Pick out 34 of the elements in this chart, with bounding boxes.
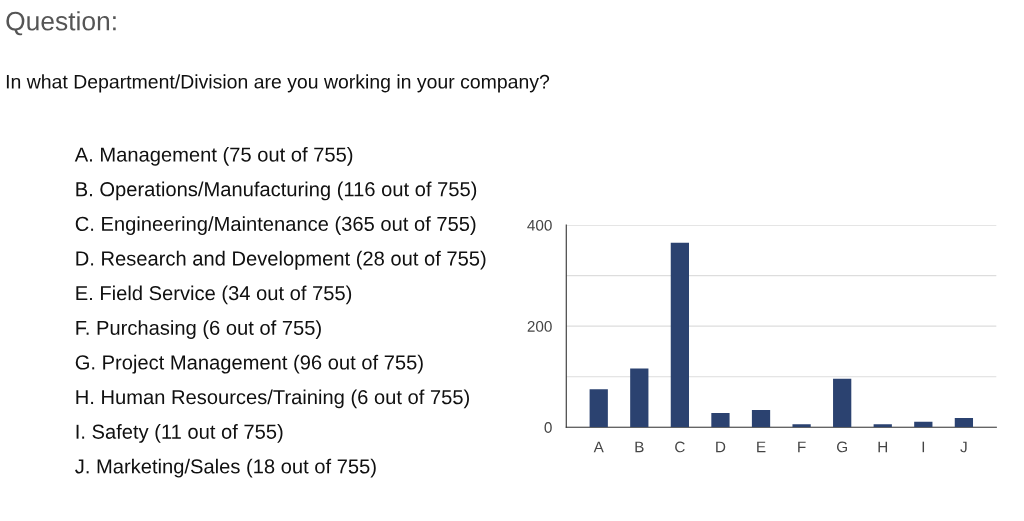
x-tick-label: E — [757, 441, 766, 453]
text: In what Department/Division are you working in your company? — [6, 74, 550, 93]
text: G. Project Management (96 out of 755) — [75, 354, 423, 374]
text: E. Field Service (34 out of 755) — [76, 285, 352, 305]
text: F. Purchasing (6 out of 755) — [76, 320, 321, 339]
bar — [711, 413, 730, 428]
bar — [833, 378, 852, 428]
x-tick-label: F — [798, 441, 806, 453]
text: J. Marketing/Sales (18 out of 755) — [75, 458, 376, 478]
text: C. Engineering/Maintenance (365 out of 755) — [75, 216, 476, 235]
x-tick-label: B — [635, 441, 644, 453]
bar — [589, 389, 608, 428]
text: B. Operations/Manufacturing (116 out of 755) — [76, 181, 477, 201]
bar — [630, 368, 649, 428]
x-tick-label: A — [593, 441, 604, 453]
text: D. Research and Development (28 out of 755) — [76, 250, 486, 270]
x-tick-label: J — [960, 441, 967, 453]
y-tick-label: 0 — [544, 422, 552, 433]
text: H. Human Resources/Training (6 out of 755) — [76, 389, 469, 409]
x-tick-label: H — [878, 441, 888, 453]
y-tick-label: 400 — [527, 219, 552, 231]
x-tick-label: G — [837, 441, 847, 453]
x-tick-label: C — [675, 441, 685, 453]
bar — [751, 410, 771, 428]
bar — [954, 418, 974, 428]
bar — [670, 242, 690, 428]
x-tick-label: D — [716, 441, 726, 453]
text: I. Safety (11 out of 755) — [76, 424, 283, 443]
bar — [792, 424, 811, 428]
y-tick-label: 200 — [527, 321, 552, 332]
x-tick-label: I — [922, 441, 925, 453]
bar — [873, 424, 892, 428]
text: Question: — [6, 11, 116, 36]
text: A. Management (75 out of 755) — [74, 146, 353, 166]
